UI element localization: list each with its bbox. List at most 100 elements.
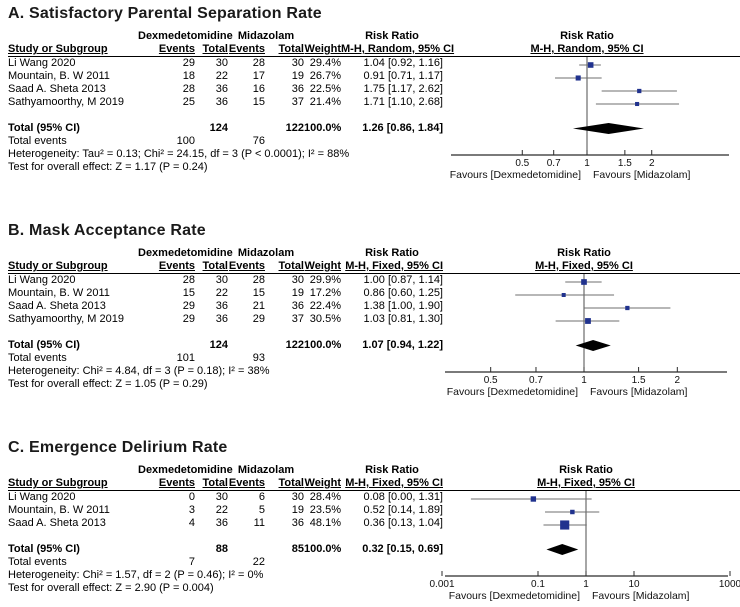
ci-text: 1.00 [0.87, 1.14] xyxy=(363,274,443,286)
forest-plot-panel: B. Mask Acceptance Rate Dexmedetomidine … xyxy=(8,221,740,402)
empty-cell xyxy=(228,339,265,352)
events1-col-header: Events xyxy=(158,477,195,489)
forest-plot-graph: 0.5 0.7 1 1.5 2 Favours [Dexmedetomidine] Favo… xyxy=(445,274,727,398)
method-col-header: M-H, Fixed, 95% CI xyxy=(345,477,443,489)
study-col-header: Study or Subgroup xyxy=(8,260,108,272)
empty-cell xyxy=(195,556,228,569)
total-ci-text: 1.07 [0.94, 1.22] xyxy=(362,339,443,351)
empty-cell xyxy=(138,543,195,556)
ci-text: 1.71 [1.10, 2.68] xyxy=(363,96,443,108)
events2-value: 17 xyxy=(252,70,265,82)
total-ci-text: 1.26 [0.86, 1.84] xyxy=(362,122,443,134)
total1-value: 30 xyxy=(215,274,228,286)
total-events2-value: 22 xyxy=(252,556,265,568)
events1-value: 25 xyxy=(182,96,195,108)
total-weight: 100.0% xyxy=(304,122,342,134)
pooled-diamond xyxy=(572,123,644,134)
method-col-header: M-H, Fixed, 95% CI xyxy=(345,260,443,272)
empty-cell xyxy=(304,556,341,569)
ci-text: 1.75 [1.17, 2.62] xyxy=(363,83,443,95)
total1-value: 22 xyxy=(215,70,228,82)
study-name: Saad A. Sheta 2013 xyxy=(8,517,106,529)
method-col-header: M-H, Random, 95% CI xyxy=(341,43,455,55)
ci-text: 0.36 [0.13, 1.04] xyxy=(363,517,443,529)
total1-value: 30 xyxy=(215,491,228,503)
total2-value: 30 xyxy=(291,274,304,286)
total-weight: 100.0% xyxy=(304,339,342,351)
study-name: Saad A. Sheta 2013 xyxy=(8,300,106,312)
plot-effect-header: Risk Ratio xyxy=(560,30,614,42)
study-name: Li Wang 2020 xyxy=(8,274,76,286)
effect-marker xyxy=(635,101,640,107)
study-col-header: Study or Subgroup xyxy=(8,477,108,489)
tick-label: 1 xyxy=(584,158,590,169)
panel-title: C. Emergence Delirium Rate xyxy=(8,439,228,456)
events1-value: 29 xyxy=(182,57,195,69)
total1-sum: 88 xyxy=(215,543,228,555)
study-name: Li Wang 2020 xyxy=(8,57,76,69)
forest-plot-panel: A. Satisfactory Parental Separation Rate… xyxy=(8,4,740,185)
favours-left-label: Favours [Dexmedetomidine] xyxy=(450,169,581,181)
total1-col-header: Total xyxy=(202,477,228,489)
weight-value: 48.1% xyxy=(309,517,341,529)
favours-right-label: Favours [Midazolam] xyxy=(592,590,690,602)
panel-title: A. Satisfactory Parental Separation Rate xyxy=(8,5,322,22)
pooled-diamond xyxy=(575,340,611,351)
total1-value: 36 xyxy=(215,313,228,325)
total1-col-header: Total xyxy=(202,260,228,272)
panel-body: Li Wang 2020 28 30 28 30 29.9% 1.00 [0.87, 1.1… xyxy=(8,274,740,402)
total1-value: 36 xyxy=(215,300,228,312)
tick-label: 1000 xyxy=(719,579,740,590)
tick-label: 0.001 xyxy=(429,579,454,590)
events1-value: 29 xyxy=(182,313,195,325)
plot-effect-header: Risk Ratio xyxy=(559,464,613,476)
total1-value: 36 xyxy=(215,83,228,95)
empty-cell xyxy=(341,556,443,569)
events1-col-header: Events xyxy=(158,43,195,55)
study-table: Li Wang 2020 29 30 28 30 29.4% 1.04 [0.92, 1.1… xyxy=(8,57,443,185)
total-events1-value: 7 xyxy=(188,556,195,568)
events2-col-header: Events xyxy=(228,260,265,272)
weight-value: 21.4% xyxy=(309,96,341,108)
empty-cell xyxy=(265,556,304,569)
tick-label: 2 xyxy=(649,158,655,169)
tick-label: 0.1 xyxy=(531,579,545,590)
events1-value: 0 xyxy=(188,491,195,503)
ci-text: 0.86 [0.60, 1.25] xyxy=(363,287,443,299)
total-events2-value: 76 xyxy=(252,135,265,147)
total2-col-header: Total xyxy=(278,43,304,55)
favours-left-label: Favours [Dexmedetomidine] xyxy=(449,590,580,602)
events2-col-header: Events xyxy=(228,477,265,489)
events2-value: 28 xyxy=(252,274,265,286)
total1-sum: 124 xyxy=(209,122,228,134)
heterogeneity-text: Heterogeneity: Tau² = 0.13; Chi² = 24.15… xyxy=(8,148,350,160)
panel-title: B. Mask Acceptance Rate xyxy=(8,222,206,239)
weight-value: 17.2% xyxy=(309,287,341,299)
risk-ratio-header: Risk Ratio xyxy=(365,247,419,259)
tick-label: 0.7 xyxy=(547,158,561,169)
total-events-label: Total events xyxy=(8,135,67,147)
forest-plot-graph: 0.001 0.1 1 10 1000 Favours [Dexmedetomidine]… xyxy=(429,491,740,602)
total2-sum: 122 xyxy=(285,339,304,351)
effect-marker xyxy=(575,75,581,81)
tick-label: 0.5 xyxy=(484,375,498,386)
total2-value: 37 xyxy=(291,96,304,108)
events2-value: 29 xyxy=(252,313,265,325)
group1-header: Dexmedetomidine xyxy=(138,30,233,42)
pooled-diamond xyxy=(546,544,579,555)
total-ci-text: 0.32 [0.15, 0.69] xyxy=(362,543,443,555)
group1-header: Dexmedetomidine xyxy=(138,247,233,259)
effect-marker xyxy=(585,318,591,324)
effect-marker xyxy=(530,496,537,502)
group1-header: Dexmedetomidine xyxy=(138,464,233,476)
events1-value: 18 xyxy=(182,70,195,82)
plot-method-header: M-H, Random, 95% CI xyxy=(530,43,644,55)
effect-marker xyxy=(560,520,570,530)
weight-col-header: Weight xyxy=(304,260,341,272)
events2-value: 15 xyxy=(252,287,265,299)
total2-value: 30 xyxy=(291,57,304,69)
effect-marker xyxy=(561,293,566,297)
events1-value: 28 xyxy=(182,83,195,95)
table-column-headers: Dexmedetomidine Midazolam Risk Ratio Stu… xyxy=(8,30,455,56)
tick-label: 1 xyxy=(583,579,589,590)
